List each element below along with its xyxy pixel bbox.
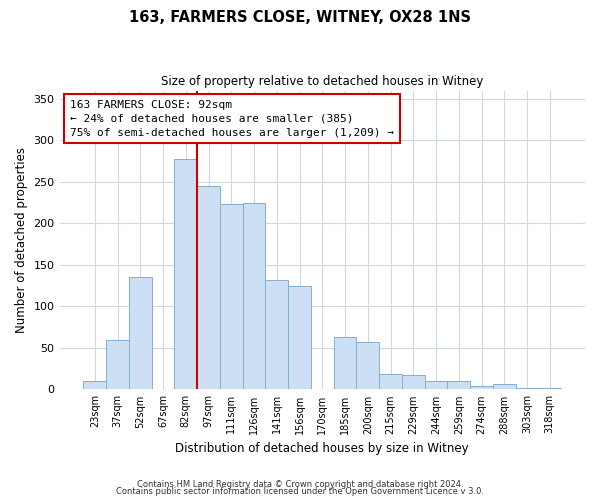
Bar: [515, 388, 538, 390]
Text: 163 FARMERS CLOSE: 92sqm
← 24% of detached houses are smaller (385)
75% of semi-: 163 FARMERS CLOSE: 92sqm ← 24% of detach…: [70, 100, 394, 138]
Bar: [106, 340, 129, 390]
Bar: [197, 186, 220, 390]
Bar: [288, 286, 311, 390]
Y-axis label: Number of detached properties: Number of detached properties: [15, 147, 28, 333]
Bar: [334, 337, 356, 390]
Bar: [470, 386, 493, 390]
Bar: [493, 384, 515, 390]
X-axis label: Distribution of detached houses by size in Witney: Distribution of detached houses by size …: [175, 442, 469, 455]
Bar: [129, 278, 152, 390]
Bar: [356, 342, 379, 390]
Bar: [175, 158, 197, 390]
Bar: [265, 280, 288, 390]
Bar: [425, 381, 448, 390]
Bar: [379, 374, 402, 390]
Title: Size of property relative to detached houses in Witney: Size of property relative to detached ho…: [161, 75, 484, 88]
Bar: [448, 381, 470, 390]
Bar: [538, 388, 561, 390]
Bar: [242, 202, 265, 390]
Bar: [220, 204, 242, 390]
Text: 163, FARMERS CLOSE, WITNEY, OX28 1NS: 163, FARMERS CLOSE, WITNEY, OX28 1NS: [129, 10, 471, 25]
Bar: [402, 376, 425, 390]
Text: Contains HM Land Registry data © Crown copyright and database right 2024.: Contains HM Land Registry data © Crown c…: [137, 480, 463, 489]
Bar: [83, 381, 106, 390]
Text: Contains public sector information licensed under the Open Government Licence v : Contains public sector information licen…: [116, 487, 484, 496]
